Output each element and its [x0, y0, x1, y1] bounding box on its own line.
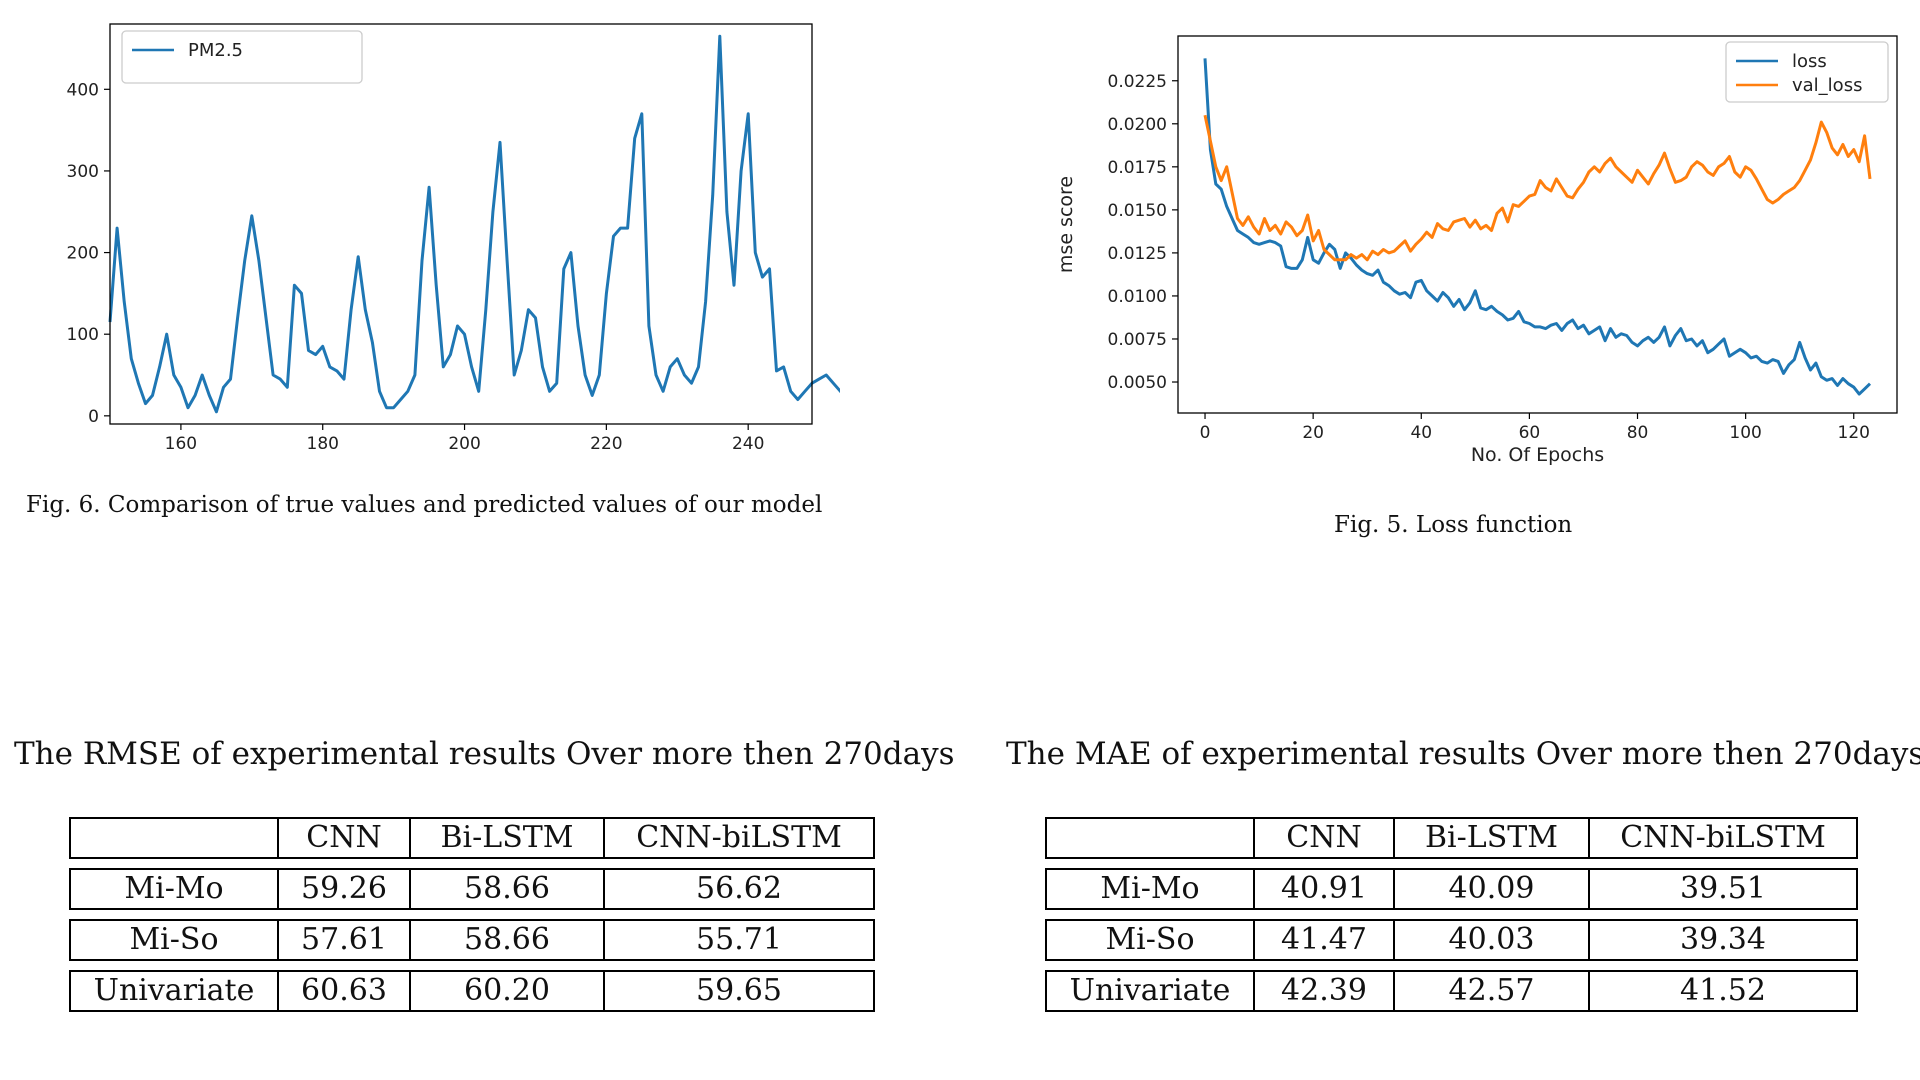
pm25-comparison-chart: 160 180 200 220 240 0 100 200 300 400 PM2.5 — [67, 23, 840, 454]
y-tick-label: 0.0100 — [1108, 287, 1167, 307]
x-tick-label: 20 — [1302, 423, 1324, 443]
y-tick-label: 400 — [67, 80, 99, 100]
table-cell: 40.09 — [1395, 868, 1590, 910]
header-cell: CNN — [1255, 817, 1395, 859]
row-label: Univariate — [1045, 970, 1255, 1012]
table-cell: 40.91 — [1255, 868, 1395, 910]
x-tick-label: 220 — [590, 434, 622, 454]
rmse-table-title: The RMSE of experimental results Over mo… — [14, 736, 955, 772]
x-tick-label: 240 — [732, 434, 764, 454]
series-line-pm2-5 — [108, 34, 840, 414]
table-cell: 41.47 — [1255, 919, 1395, 961]
series-line-val-loss — [1203, 114, 1872, 262]
x-tick-label: 40 — [1410, 423, 1432, 443]
x-tick-label: 60 — [1519, 423, 1541, 443]
table-row: Univariate 60.63 60.20 59.65 — [69, 970, 875, 1012]
table-cell: 42.39 — [1255, 970, 1395, 1012]
table-header-row: CNN Bi-LSTM CNN-biLSTM — [69, 817, 875, 859]
y-tick-label: 100 — [67, 325, 99, 345]
table-cell: 39.34 — [1590, 919, 1858, 961]
row-label: Mi-So — [69, 919, 279, 961]
table-row: Univariate 42.39 42.57 41.52 — [1045, 970, 1858, 1012]
table-cell: 60.63 — [279, 970, 411, 1012]
y-tick-label: 0.0150 — [1108, 201, 1167, 221]
table-cell: 40.03 — [1395, 919, 1590, 961]
table-cell: 56.62 — [605, 868, 875, 910]
x-tick-label: 180 — [307, 434, 339, 454]
row-label: Univariate — [69, 970, 279, 1012]
y-tick-label: 0.0200 — [1108, 115, 1167, 135]
table-row: Mi-So 57.61 58.66 55.71 — [69, 919, 875, 961]
header-cell — [69, 817, 279, 859]
row-label: Mi-So — [1045, 919, 1255, 961]
legend-label: val_loss — [1792, 75, 1862, 96]
row-label: Mi-Mo — [69, 868, 279, 910]
x-tick-label: 100 — [1729, 423, 1761, 443]
table-cell: 59.65 — [605, 970, 875, 1012]
y-tick-label: 0.0225 — [1108, 72, 1167, 92]
x-tick-label: 80 — [1627, 423, 1649, 443]
y-tick-label: 300 — [67, 162, 99, 182]
table-cell: 55.71 — [605, 919, 875, 961]
header-cell: CNN-biLSTM — [1590, 817, 1858, 859]
legend-box — [121, 30, 363, 84]
y-tick-label: 0.0175 — [1108, 158, 1167, 178]
mae-table-title: The MAE of experimental results Over mor… — [1006, 736, 1920, 772]
row-label: Mi-Mo — [1045, 868, 1255, 910]
y-tick-label: 200 — [67, 244, 99, 264]
table-row: Mi-So 41.47 40.03 39.34 — [1045, 919, 1858, 961]
y-axis-label: mse score — [1055, 176, 1077, 273]
rmse-table: CNN Bi-LSTM CNN-biLSTM Mi-Mo 59.26 58.66… — [69, 808, 875, 1021]
y-tick-label: 0.0050 — [1108, 373, 1167, 393]
mae-table: CNN Bi-LSTM CNN-biLSTM Mi-Mo 40.91 40.09… — [1045, 808, 1858, 1021]
x-tick-label: 120 — [1838, 423, 1870, 443]
x-tick-label: 200 — [448, 434, 480, 454]
table-cell: 60.20 — [411, 970, 605, 1012]
table-cell: 58.66 — [411, 919, 605, 961]
table-row: Mi-Mo 40.91 40.09 39.51 — [1045, 868, 1858, 910]
series-line-loss — [1203, 58, 1872, 396]
header-cell: CNN — [279, 817, 411, 859]
table-cell: 39.51 — [1590, 868, 1858, 910]
table-header-row: CNN Bi-LSTM CNN-biLSTM — [1045, 817, 1858, 859]
table-cell: 42.57 — [1395, 970, 1590, 1012]
legend-label: loss — [1792, 51, 1827, 72]
x-tick-label: 160 — [165, 434, 197, 454]
table-cell: 57.61 — [279, 919, 411, 961]
header-cell: Bi-LSTM — [411, 817, 605, 859]
header-cell: CNN-biLSTM — [605, 817, 875, 859]
header-cell: Bi-LSTM — [1395, 817, 1590, 859]
loss-function-chart: 0 20 40 60 80 100 120 0.0050 0.0075 0.0100 0.0125 0… — [1055, 35, 1898, 466]
table-cell: 58.66 — [411, 868, 605, 910]
header-cell — [1045, 817, 1255, 859]
table-cell: 41.52 — [1590, 970, 1858, 1012]
fig5-caption: Fig. 5. Loss function — [1334, 512, 1573, 538]
fig6-caption: Fig. 6. Comparison of true values and pr… — [26, 492, 823, 518]
plot-frame — [109, 23, 813, 425]
y-tick-label: 0 — [88, 407, 99, 427]
table-cell: 59.26 — [279, 868, 411, 910]
x-tick-label: 0 — [1200, 423, 1211, 443]
plot-frame — [1177, 35, 1898, 414]
legend-box — [1725, 41, 1889, 103]
y-tick-label: 0.0075 — [1108, 330, 1167, 350]
y-tick-label: 0.0125 — [1108, 244, 1167, 264]
legend-label: PM2.5 — [188, 40, 243, 61]
table-row: Mi-Mo 59.26 58.66 56.62 — [69, 868, 875, 910]
x-axis-label: No. Of Epochs — [1471, 444, 1604, 466]
